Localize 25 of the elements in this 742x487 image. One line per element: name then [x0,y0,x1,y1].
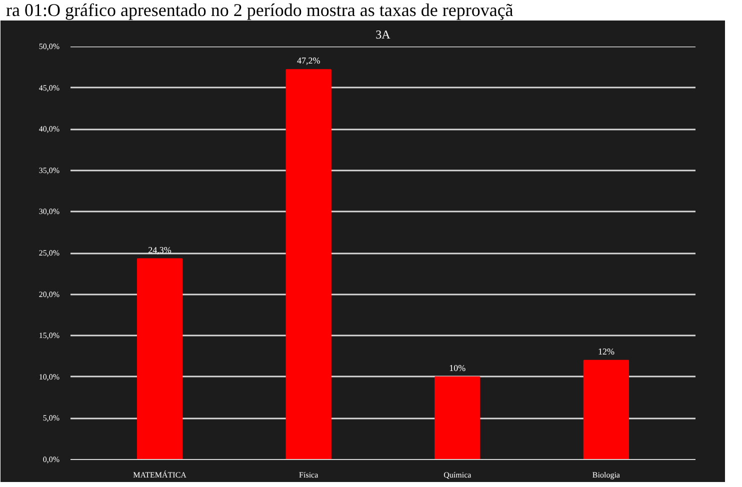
y-tick-label: 40,0% [38,124,60,134]
bar [434,376,480,460]
y-tick-label: 20,0% [38,290,60,299]
y-tick-label: 0,0% [42,455,60,464]
x-tick-label: Física [299,470,319,480]
y-tick-label: 15,0% [38,331,60,340]
x-tick-label: Biologia [592,470,620,480]
x-tick-label: MATEMÁTICA [133,470,187,480]
y-tick-label: 45,0% [38,83,60,92]
y-tick-label: 35,0% [38,166,60,175]
bar [286,69,332,460]
y-tick-label: 10,0% [38,372,60,382]
bar [136,258,183,460]
data-label: 12% [598,346,615,356]
text: ra 01:O gráfico apresentado no 2 período mostra as taxas de reprovaçã [6,0,514,20]
y-tick-label: 25,0% [38,248,60,258]
data-label: 10% [449,362,466,373]
y-tick-label: 30,0% [38,207,60,216]
x-tick-label: Química [444,470,472,480]
bar [583,360,630,460]
y-tick-label: 50,0% [38,42,60,51]
data-label: 47,2% [296,56,321,66]
chart-title: 3A [376,28,391,42]
y-tick-label: 5,0% [42,414,60,423]
data-label: 24,3% [148,244,172,255]
